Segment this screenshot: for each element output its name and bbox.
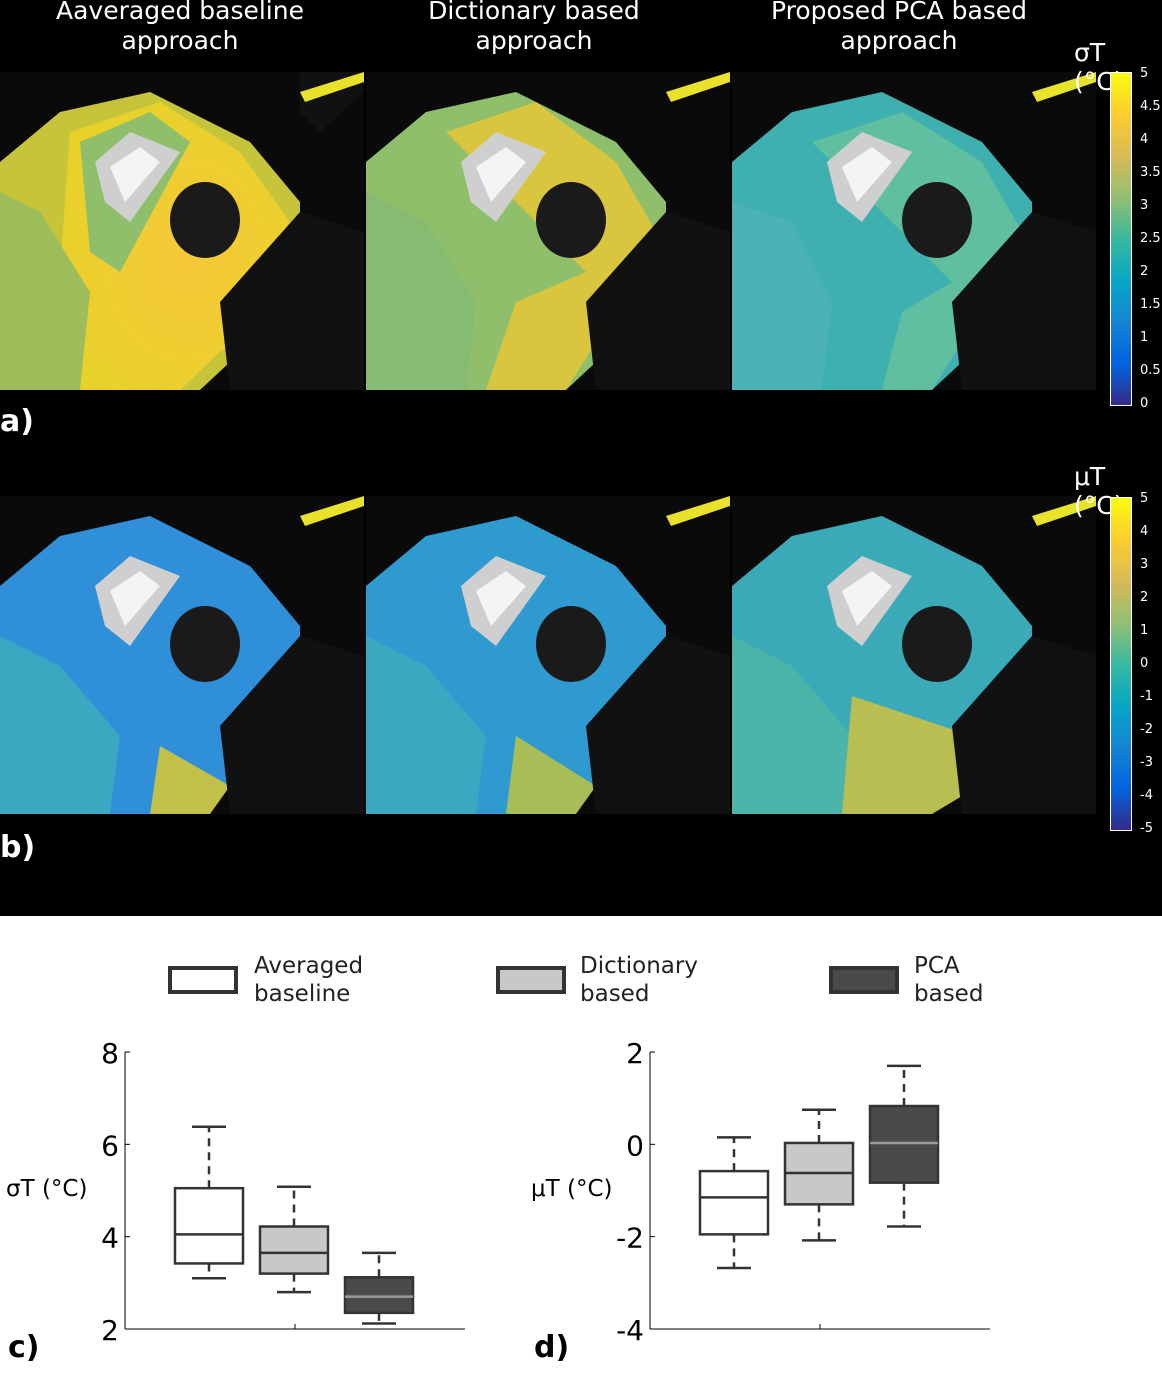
colorbar-b-tick: -2	[1140, 722, 1153, 737]
y-tick-label: 2	[101, 1314, 119, 1347]
colorbar-b-tick: -4	[1140, 788, 1153, 803]
mu-map-dictionary	[366, 496, 730, 814]
legend-label-line: based	[914, 981, 984, 1007]
colorbar-b-tick: 5	[1140, 491, 1149, 506]
y-tick-label: -2	[616, 1222, 644, 1255]
column-title-line: Aaveraged baseline	[56, 0, 304, 25]
colorbar-a-tick: 2	[1140, 264, 1149, 279]
box	[868, 1104, 940, 1184]
colorbar-b-tick: 4	[1140, 524, 1149, 539]
column-title-line: approach	[475, 26, 593, 55]
colorbar-b-label: μT (°C)	[1074, 462, 1124, 520]
colorbar-a-tick: 4.5	[1140, 99, 1161, 114]
colorbar-b-tick: 3	[1140, 557, 1149, 572]
boxplot-sigma: 2 4 6 8 σT (°C)	[6, 1037, 465, 1347]
box	[258, 1225, 330, 1275]
colorbar-b-tick: 2	[1140, 590, 1149, 605]
sigma-map-dictionary	[366, 72, 730, 390]
legend-label-line: PCA	[914, 953, 960, 979]
colorbar-b-tick: -1	[1140, 689, 1153, 704]
y-axis-label: μT (°C)	[531, 1176, 613, 1202]
sigma-map-pca	[732, 72, 1096, 390]
y-tick-label: 6	[101, 1129, 119, 1162]
legend-label-dictionary: Dictionary based	[580, 952, 698, 1008]
column-title-line: approach	[121, 26, 239, 55]
colorbar-b-tick: 1	[1140, 623, 1149, 638]
y-tick-label: -4	[616, 1314, 644, 1347]
y-tick-label: 0	[626, 1129, 644, 1162]
legend-swatch-pca	[829, 966, 899, 994]
column-title-line: approach	[840, 26, 958, 55]
legend-swatch-dictionary	[496, 966, 566, 994]
y-tick-label: 8	[101, 1037, 119, 1070]
column-title-line: Proposed PCA based	[770, 0, 1028, 25]
legend-label-pca: PCA based	[914, 952, 983, 1008]
y-tick-label: 4	[101, 1222, 119, 1255]
boxplot-mu: -4 -2 0 2 μT (°C)	[531, 1037, 990, 1347]
colorbar-a-tick: 0	[1140, 396, 1149, 411]
sigma-map-averaged	[0, 72, 364, 390]
box	[698, 1169, 770, 1236]
colorbar-a-tick: 2.5	[1140, 231, 1161, 246]
colorbar-a-tick: 1	[1140, 330, 1149, 345]
panel-b-letter: b)	[0, 830, 36, 865]
colorbar-a	[1110, 72, 1132, 406]
column-title-line: Dictionary based	[428, 0, 640, 25]
legend-label-line: baseline	[254, 981, 351, 1007]
mu-map-averaged	[0, 496, 364, 814]
colorbar-a-tick: 1.5	[1140, 297, 1161, 312]
box	[343, 1276, 415, 1315]
colorbar-b-tick: 0	[1140, 656, 1149, 671]
y-axis-label: σT (°C)	[6, 1176, 87, 1202]
colorbar-a-tick: 3	[1140, 198, 1149, 213]
legend-label-averaged: Averaged baseline	[254, 952, 363, 1008]
panel-d-letter: d)	[534, 1330, 570, 1365]
colorbar-b-tick: -5	[1140, 821, 1153, 836]
panel-a-letter: a)	[0, 404, 34, 439]
column-title-pca: Proposed PCA based approach	[719, 0, 1079, 56]
panel-c-letter: c)	[8, 1330, 40, 1365]
colorbar-a-tick: 3.5	[1140, 165, 1161, 180]
legend-label-line: based	[580, 981, 650, 1007]
colorbar-a-tick: 4	[1140, 132, 1149, 147]
box	[173, 1186, 245, 1265]
colorbar-a-tick: 5	[1140, 66, 1149, 81]
colorbar-b-tick: -3	[1140, 755, 1153, 770]
colorbar-b	[1110, 497, 1132, 831]
mu-map-pca	[732, 496, 1096, 814]
colorbar-a-tick: 0.5	[1140, 363, 1161, 378]
legend-label-line: Averaged	[254, 953, 364, 979]
temperature-maps-panel: Aaveraged baseline approach Dictionary b…	[0, 0, 1162, 916]
y-tick-label: 2	[626, 1037, 644, 1070]
legend-label-line: Dictionary	[580, 953, 698, 979]
legend-swatch-averaged	[168, 966, 238, 994]
column-title-averaged: Aaveraged baseline approach	[0, 0, 360, 56]
column-title-dictionary: Dictionary based approach	[354, 0, 714, 56]
